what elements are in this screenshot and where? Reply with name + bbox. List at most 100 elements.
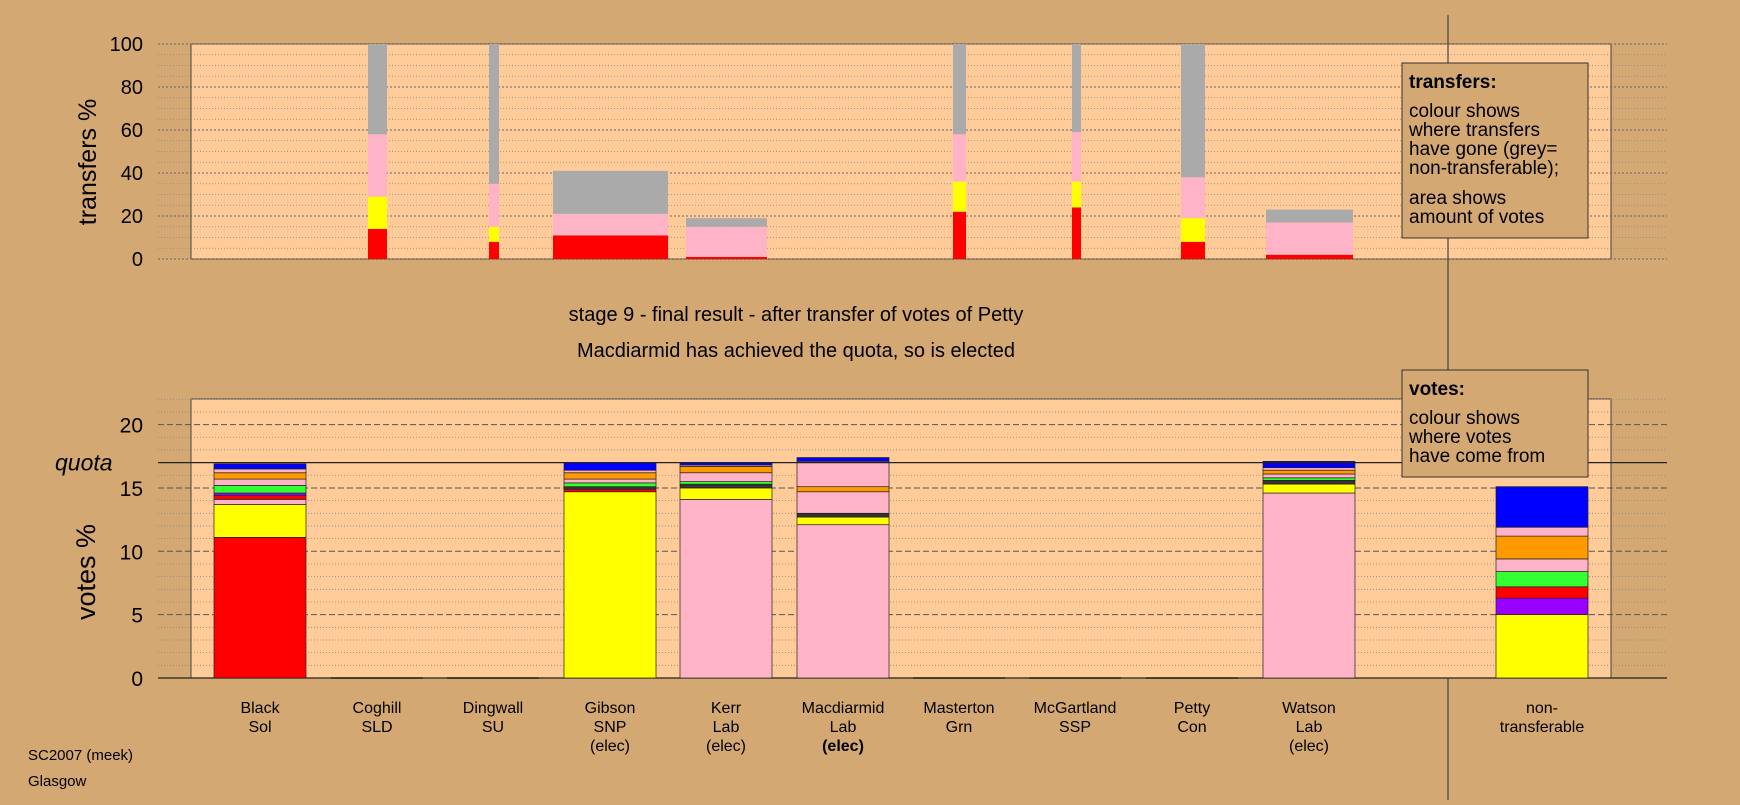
vote-segment-black bbox=[213, 463, 307, 470]
vote-segment-black bbox=[213, 468, 307, 474]
vote-segment-black bbox=[213, 537, 307, 679]
candidate-party: Sol bbox=[248, 719, 271, 736]
transfer-segment-gibson bbox=[553, 170, 668, 214]
vote-segment-kerr bbox=[679, 499, 773, 679]
transfers-legend-line: amount of votes bbox=[1409, 207, 1544, 228]
vote-segment-gibson bbox=[563, 472, 657, 480]
vote-segment-non-transferable bbox=[1495, 571, 1589, 588]
votes-legend-box bbox=[1401, 369, 1589, 478]
candidate-party: SLD bbox=[361, 719, 392, 736]
transfers-y-axis-label: transfers % bbox=[74, 99, 102, 225]
transfer-segment-mcgartland bbox=[1072, 181, 1081, 208]
quota-label: quota bbox=[55, 450, 113, 476]
vote-segment-non-transferable bbox=[1495, 597, 1589, 616]
transfer-segment-watson bbox=[1266, 254, 1353, 259]
candidate-labels: Black Sol Coghill SLD Dingwall SU Gibson SNP (el… bbox=[240, 700, 1584, 755]
transfer-segment-masterton bbox=[953, 44, 966, 135]
candidate-name: non- bbox=[1526, 700, 1558, 717]
transfers-y-tick-label: 100 bbox=[110, 34, 143, 56]
vote-segment-kerr bbox=[679, 472, 773, 482]
candidate-party: Grn bbox=[946, 719, 973, 736]
votes-plot-area bbox=[190, 398, 1612, 679]
vote-segment-black bbox=[213, 485, 307, 494]
vote-segment-watson bbox=[1262, 469, 1356, 475]
vote-segment-black bbox=[213, 504, 307, 538]
stage-title: stage 9 - final result - after transfer … bbox=[569, 304, 1024, 326]
vote-segment-black bbox=[213, 472, 307, 480]
transfers-y-tick-label: 60 bbox=[121, 120, 143, 142]
transfer-segment-kerr bbox=[686, 226, 767, 257]
candidate-name: Macdiarmid bbox=[802, 700, 885, 717]
candidate-status: (elec) bbox=[590, 738, 630, 755]
transfer-segment-coghill bbox=[368, 228, 387, 259]
vote-segment-macdiarmid bbox=[796, 516, 890, 526]
vote-segment-watson bbox=[1262, 492, 1356, 679]
transfers-legend-line: where transfers bbox=[1408, 120, 1540, 141]
transfer-segment-mcgartland bbox=[1072, 132, 1081, 182]
vote-segment-non-transferable bbox=[1495, 586, 1589, 599]
vote-segment-watson bbox=[1262, 479, 1356, 485]
transfers-legend-line: area shows bbox=[1409, 188, 1506, 209]
transfers-legend-title: transfers: bbox=[1409, 72, 1497, 93]
transfers-bars bbox=[368, 44, 1353, 259]
transfer-segment-mcgartland bbox=[1072, 207, 1081, 259]
transfer-segment-masterton bbox=[953, 211, 966, 259]
candidate-name: McGartland bbox=[1034, 700, 1117, 717]
transfers-legend: transfers: colour shows where transfers … bbox=[1401, 62, 1589, 239]
transfer-segment-dingwall bbox=[489, 226, 499, 242]
transfers-legend-line: have gone (grey= bbox=[1409, 139, 1557, 160]
transfer-segment-dingwall bbox=[489, 241, 499, 259]
vote-segment-gibson bbox=[563, 488, 657, 493]
candidate-party: SSP bbox=[1059, 719, 1091, 736]
candidate-status: (elec) bbox=[1289, 738, 1329, 755]
vote-segment-black bbox=[213, 495, 307, 500]
vote-segment-watson bbox=[1262, 483, 1356, 494]
vote-segment-non-transferable bbox=[1495, 535, 1589, 560]
transfer-segment-coghill bbox=[368, 44, 387, 135]
transfers-legend-line: colour shows bbox=[1409, 101, 1520, 122]
candidate-name: Gibson bbox=[585, 700, 636, 717]
transfer-segment-petty bbox=[1181, 218, 1205, 242]
transfer-segment-watson bbox=[1266, 222, 1353, 255]
candidate-status: (elec) bbox=[706, 738, 746, 755]
votes-bars bbox=[213, 457, 1589, 679]
vote-segment-non-transferable bbox=[1495, 558, 1589, 572]
votes-y-axis-label: votes % bbox=[71, 524, 101, 620]
vote-segment-watson bbox=[1262, 477, 1356, 481]
transfer-segment-coghill bbox=[368, 134, 387, 197]
votes-y-tick-label: 15 bbox=[120, 478, 143, 501]
candidate-party: transferable bbox=[1500, 719, 1585, 736]
transfer-segment-kerr bbox=[686, 218, 767, 227]
votes-y-tick-label: 10 bbox=[120, 541, 143, 564]
transfer-segment-dingwall bbox=[489, 183, 499, 227]
transfers-y-tick-label: 80 bbox=[121, 77, 143, 99]
candidate-name: Petty bbox=[1174, 700, 1210, 717]
transfer-segment-gibson bbox=[553, 235, 668, 259]
vote-segment-non-transferable bbox=[1495, 614, 1589, 679]
votes-legend-title: votes: bbox=[1409, 379, 1465, 400]
transfers-legend-line: non-transferable); bbox=[1409, 158, 1559, 179]
transfer-segment-masterton bbox=[953, 181, 966, 212]
vote-segment-watson bbox=[1262, 460, 1356, 469]
transfer-segment-mcgartland bbox=[1072, 44, 1081, 133]
vote-segment-macdiarmid bbox=[796, 460, 890, 488]
vote-segment-macdiarmid bbox=[796, 491, 890, 514]
transfers-y-tick-label: 40 bbox=[121, 163, 143, 185]
candidate-name: Black bbox=[240, 700, 280, 717]
transfers-plot-area bbox=[190, 43, 1612, 260]
transfers-y-ticks: 0 20 40 60 80 100 bbox=[110, 34, 143, 271]
transfer-segment-kerr bbox=[686, 256, 767, 259]
transfer-segment-coghill bbox=[368, 196, 387, 229]
vote-segment-macdiarmid bbox=[796, 486, 890, 493]
candidate-party: Lab bbox=[1296, 719, 1323, 736]
vote-segment-non-transferable bbox=[1495, 526, 1589, 537]
transfer-segment-petty bbox=[1181, 177, 1205, 219]
votes-legend-line: colour shows bbox=[1409, 408, 1520, 429]
candidate-status: (elec) bbox=[822, 738, 864, 755]
footer-council: Glasgow bbox=[28, 773, 87, 790]
transfer-segment-gibson bbox=[553, 213, 668, 236]
candidate-party: Con bbox=[1177, 719, 1206, 736]
vote-segment-watson bbox=[1262, 467, 1356, 471]
transfer-segment-dingwall bbox=[489, 44, 499, 184]
